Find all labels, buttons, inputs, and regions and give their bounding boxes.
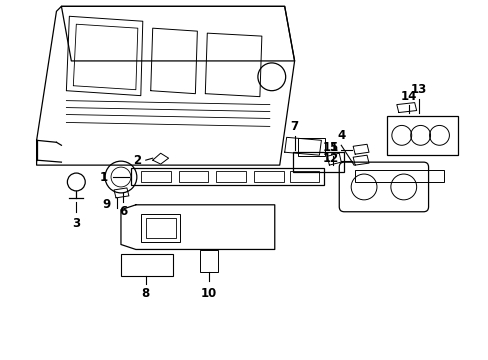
Bar: [297, 138, 325, 156]
Text: 13: 13: [410, 83, 426, 96]
Bar: [121, 255, 172, 276]
Bar: [253, 171, 283, 182]
Text: 6: 6: [119, 205, 127, 218]
Bar: [216, 171, 245, 182]
Text: 8: 8: [142, 287, 150, 300]
Bar: [141, 171, 170, 182]
Text: 9: 9: [102, 198, 111, 211]
Text: 3: 3: [72, 217, 80, 230]
Bar: [145, 218, 175, 238]
Text: 14: 14: [400, 90, 416, 103]
Text: 2: 2: [132, 154, 141, 167]
Bar: [289, 171, 319, 182]
Bar: [200, 251, 218, 272]
Text: 11: 11: [323, 141, 339, 154]
Text: 12: 12: [323, 152, 339, 165]
Bar: [178, 171, 208, 182]
Bar: [386, 116, 457, 155]
Text: 10: 10: [201, 287, 217, 300]
Bar: [354, 170, 444, 182]
Bar: [292, 152, 344, 172]
Text: 5: 5: [328, 141, 337, 154]
Bar: [131, 168, 324, 185]
Text: 4: 4: [336, 129, 345, 142]
Bar: [141, 214, 180, 242]
Text: 1: 1: [100, 171, 108, 184]
Text: 7: 7: [290, 120, 298, 133]
